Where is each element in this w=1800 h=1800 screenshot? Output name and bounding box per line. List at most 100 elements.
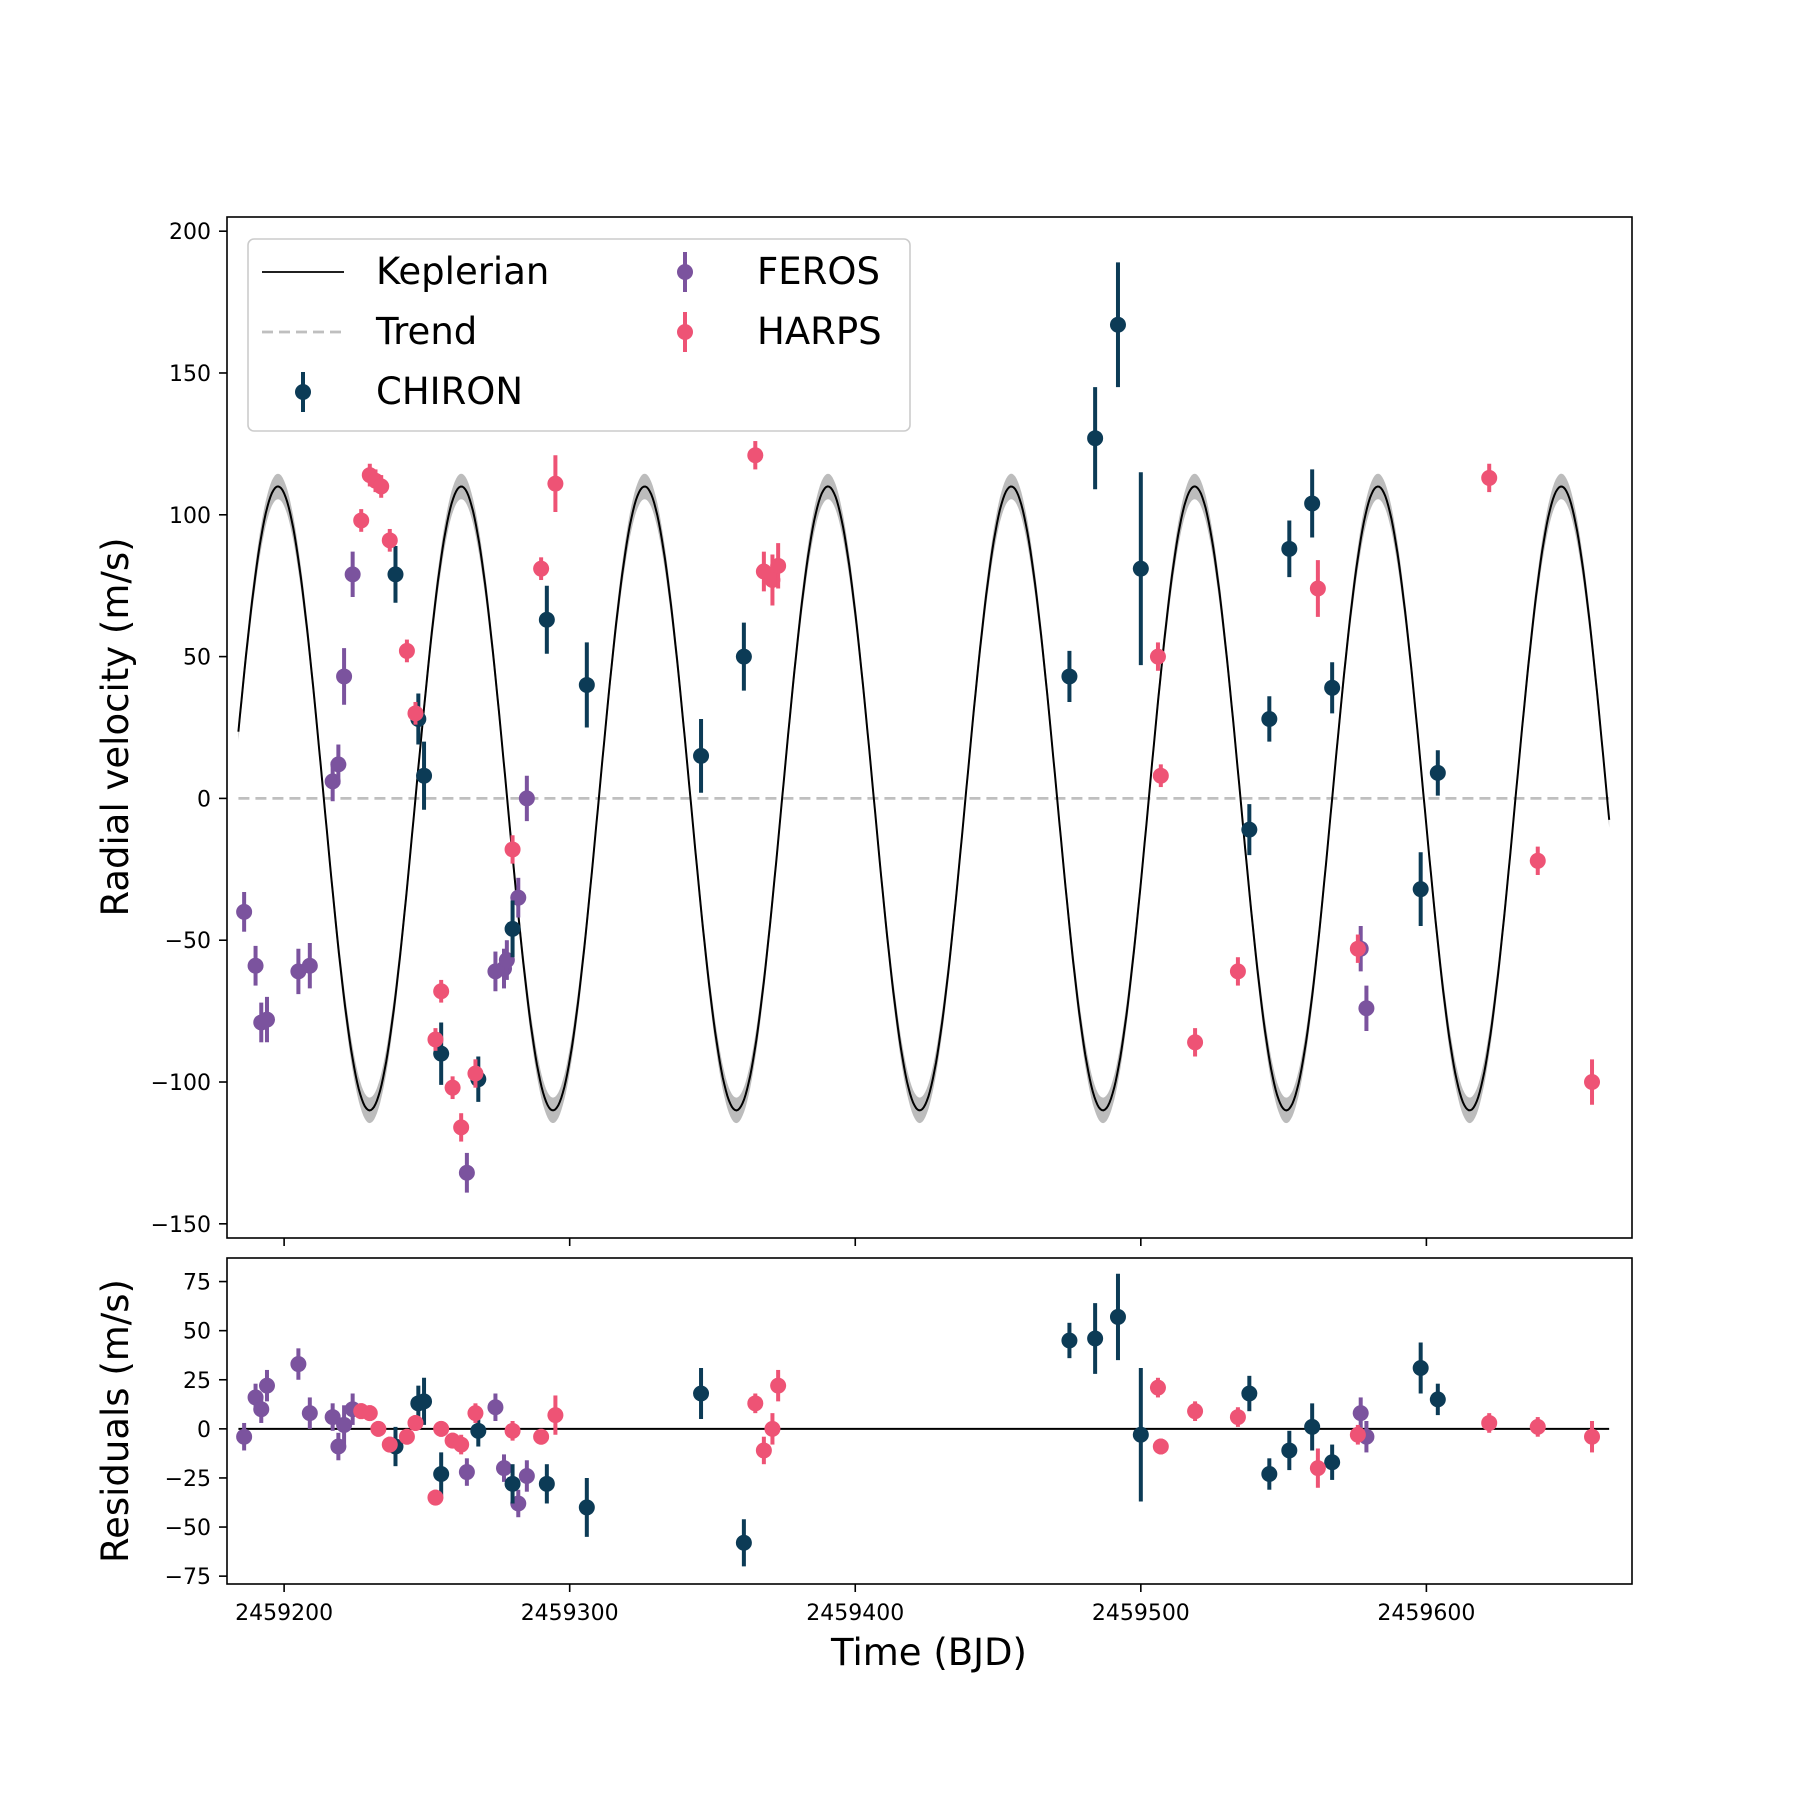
keplerian-curve (237, 485, 1611, 1112)
rv-chiron-marker (538, 611, 555, 628)
residual-harps-point-16 (764, 1413, 781, 1445)
rv-feros-marker (344, 566, 361, 583)
rv-chiron-marker (1132, 560, 1149, 577)
rv-harps-point-9 (444, 1076, 461, 1100)
rv-harps-point-0 (353, 509, 370, 532)
rv-chiron-marker (578, 676, 595, 693)
rv-harps-point-4 (381, 528, 398, 552)
residual-feros-point-5 (301, 1397, 318, 1429)
residual-harps-marker (1529, 1418, 1546, 1435)
rv-harps-marker (747, 447, 764, 464)
rv-chiron-marker (416, 767, 433, 784)
residual-harps-marker (770, 1377, 787, 1394)
residual-chiron-marker (1324, 1454, 1341, 1471)
rv-feros-point-7 (330, 744, 347, 785)
rv-harps-marker (433, 983, 450, 1000)
residual-feros-marker (236, 1428, 253, 1445)
rv-harps-point-25 (1481, 463, 1498, 493)
rv-feros-point-1 (247, 945, 264, 986)
rv-chiron-marker (1241, 821, 1258, 838)
rv-chiron-marker (1324, 679, 1341, 696)
rv-harps-marker (1529, 852, 1546, 869)
rv-feros-marker (247, 957, 264, 974)
residual-harps-point-6 (427, 1489, 444, 1506)
rv-chiron-point-19 (1412, 852, 1429, 927)
rv-harps-marker (1149, 648, 1166, 665)
rv-harps-marker (533, 560, 550, 577)
time-xtick-label: 2459500 (1092, 1601, 1190, 1626)
rv-chiron-point-18 (1324, 662, 1341, 714)
rv-feros-marker (518, 790, 535, 807)
residual-harps-point-24 (1481, 1413, 1498, 1433)
rv-harps-point-5 (398, 639, 415, 663)
rv-y-ticks: −150 −100 −50 0 50 100 150 200 (151, 220, 1428, 1246)
residual-chiron-point-19 (1412, 1342, 1429, 1394)
rv-harps-point-8 (433, 979, 450, 1003)
residual-harps-marker (747, 1395, 764, 1412)
residual-harps-marker (1309, 1460, 1326, 1477)
rv-harps-point-22 (1229, 957, 1246, 986)
residual-harps-point-25 (1529, 1417, 1546, 1437)
residual-harps-marker (1349, 1426, 1366, 1443)
rv-ytick-label: 150 (169, 362, 211, 387)
residual-feros-marker (496, 1460, 513, 1477)
rv-harps-marker (373, 478, 390, 495)
residual-ytick-label: 0 (197, 1418, 211, 1443)
residual-chiron-point-2 (416, 1377, 433, 1425)
residual-chiron-point-10 (1061, 1322, 1078, 1359)
rv-ytick-label: −150 (151, 1213, 211, 1238)
residual-harps-marker (453, 1436, 470, 1453)
rv-chiron-point-5 (504, 900, 521, 958)
residual-chiron-marker (1412, 1359, 1429, 1376)
residual-feros-point-8 (336, 1405, 353, 1445)
residual-ytick-label: −50 (165, 1516, 211, 1541)
residual-harps-point-10 (467, 1403, 484, 1423)
rv-harps-marker (467, 1065, 484, 1082)
rv-harps-point-14 (547, 455, 564, 512)
legend-harps-swatch (677, 312, 693, 352)
rv-axes-frame (226, 216, 1633, 1239)
rv-harps-point-3 (373, 475, 390, 498)
residual-chiron-marker (433, 1466, 450, 1483)
residual-harps-marker (1229, 1409, 1246, 1426)
residual-harps-marker (1187, 1403, 1204, 1420)
residual-harps-point-3 (381, 1436, 398, 1453)
rv-feros-point-8 (336, 648, 353, 705)
residual-ytick-label: 75 (183, 1271, 211, 1296)
rv-harps-marker (770, 557, 787, 574)
rv-chiron-marker (387, 566, 404, 583)
legend-feros-swatch (677, 252, 693, 292)
residual-chiron-point-11 (1087, 1303, 1104, 1374)
residual-harps-marker (467, 1405, 484, 1422)
rv-harps-point-23 (1309, 560, 1326, 617)
rv-harps-marker (381, 532, 398, 549)
residual-feros-marker (290, 1356, 307, 1373)
legend-frame (247, 238, 911, 432)
rv-chiron-marker (1429, 764, 1446, 781)
residual-feros-marker (1352, 1405, 1369, 1422)
rv-harps-marker (1229, 963, 1246, 980)
rv-chiron-point-17 (1304, 469, 1321, 538)
rv-harps-point-13 (533, 557, 550, 581)
rv-feros-point-15 (518, 775, 535, 822)
residual-harps-point-13 (547, 1395, 564, 1435)
rv-harps-point-12 (504, 835, 521, 864)
time-x-ticks: 2459200 2459300 2459400 2459500 2459600 (235, 1584, 1475, 1626)
rv-harps-point-10 (453, 1113, 470, 1142)
legend-harps-label: HARPS (757, 310, 882, 353)
residual-feros-point-3 (258, 1369, 275, 1402)
residual-harps-point-23 (1349, 1424, 1366, 1445)
rv-harps-marker (504, 841, 521, 858)
residual-chiron-marker (1281, 1442, 1298, 1459)
residual-feros-marker (324, 1409, 341, 1426)
rv-harps-point-27 (1584, 1059, 1601, 1105)
rv-harps-marker (398, 642, 415, 659)
residual-chiron-point-9 (735, 1519, 752, 1567)
residual-feros-point-12 (496, 1454, 513, 1482)
rv-feros-point-10 (458, 1152, 475, 1193)
rv-chiron-point-7 (578, 642, 595, 728)
rv-chiron-marker (735, 648, 752, 665)
residual-chiron-marker (538, 1475, 555, 1492)
rv-harps-point-11 (467, 1059, 484, 1088)
